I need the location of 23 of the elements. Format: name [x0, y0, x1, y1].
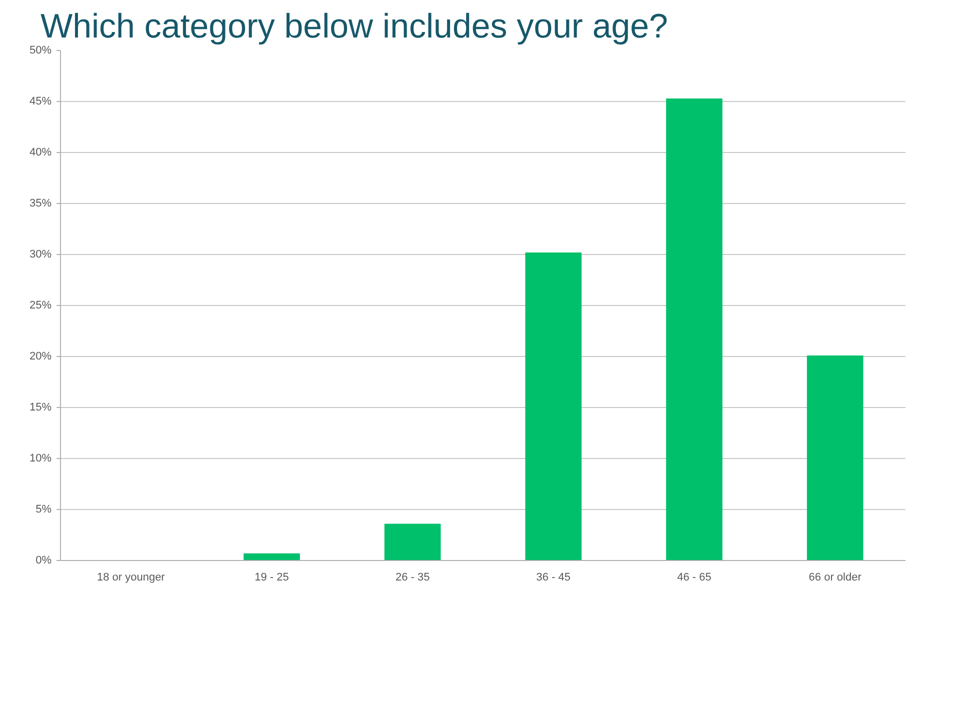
bar	[525, 252, 582, 560]
y-tick-label: 30%	[29, 248, 52, 260]
chart-title: Which category below includes your age?	[40, 8, 668, 46]
y-tick-label: 25%	[29, 300, 52, 312]
x-tick-label: 19 - 25	[254, 572, 289, 584]
y-tick-label: 40%	[29, 146, 52, 158]
x-tick-label: 18 or younger	[96, 572, 166, 584]
x-tick-label: 46 - 65	[677, 572, 712, 584]
y-tick-label: 20%	[29, 350, 52, 362]
y-tick-label: 15%	[29, 402, 52, 414]
y-tick-label: 0%	[36, 554, 52, 566]
bar	[806, 355, 864, 560]
x-tick-label: 26 - 35	[395, 572, 430, 584]
x-tick-label: 36 - 45	[536, 572, 571, 584]
y-tick-label: 50%	[29, 44, 52, 56]
bar	[244, 553, 300, 560]
y-tick-label: 10%	[29, 452, 52, 464]
bar	[666, 98, 722, 560]
bar	[384, 524, 441, 560]
x-tick-label: 66 or older	[808, 572, 862, 584]
y-tick-label: 45%	[29, 96, 52, 108]
y-tick-label: 35%	[29, 198, 52, 210]
y-tick-label: 5%	[36, 504, 52, 516]
